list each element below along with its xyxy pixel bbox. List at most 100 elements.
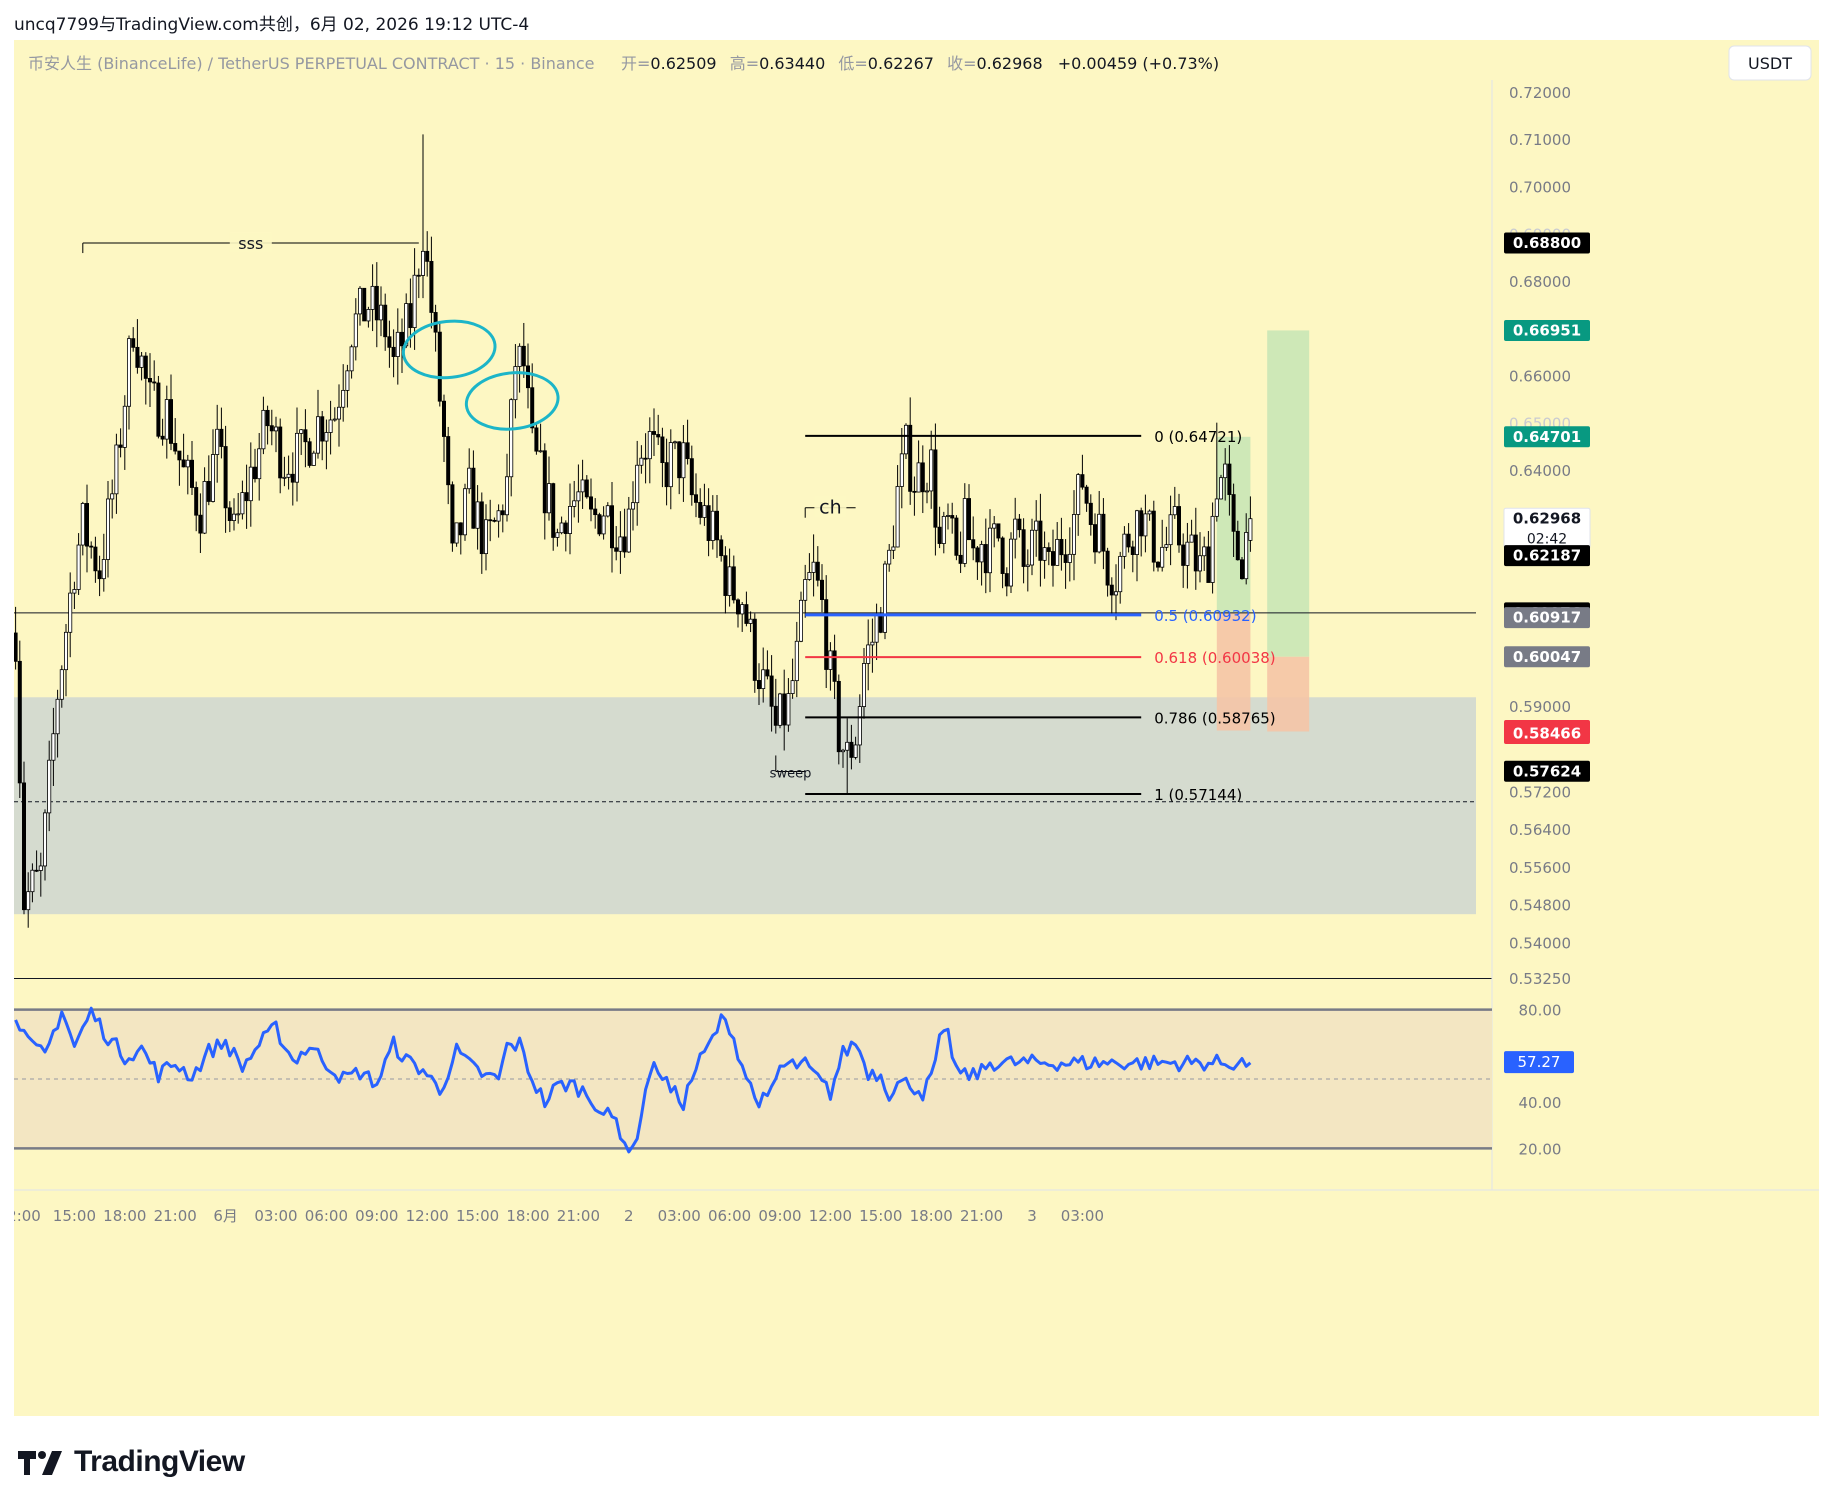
price-tag-label: 0.66951 [1513, 321, 1581, 339]
candle-body [1160, 546, 1165, 568]
price-tick-label: 0.56400 [1509, 821, 1571, 839]
candle-body [643, 457, 648, 460]
candle-body [698, 502, 703, 518]
time-tick-label: 03:00 [1061, 1207, 1104, 1225]
candle-body [1105, 550, 1110, 586]
candle-body [916, 462, 921, 493]
candle-body [1063, 554, 1068, 563]
candle-body [425, 250, 430, 262]
candle-body [929, 449, 934, 492]
candle-body [878, 614, 883, 633]
candle-body [778, 693, 783, 726]
price-axis: 0.72000 0.71000 0.70000 0.68000 0.66000 0.640… [1509, 84, 1571, 988]
price-tags: 0.68800 0.66951 0.64701 0.62968 02:420.62187… [1503, 232, 1591, 782]
candle-body [139, 355, 144, 368]
candle-body [853, 744, 858, 758]
price-tag-bg [1504, 319, 1590, 341]
candle-body [345, 370, 350, 391]
candle-body [210, 454, 215, 502]
candle-body [257, 448, 262, 480]
time-axis: 2:00 15:00 18:00 21:00 6月 03:00 06:00 09:00 12:0… [14, 1189, 1819, 1225]
candle-body [857, 706, 862, 746]
currency-button[interactable]: USDT [1728, 45, 1812, 81]
candle-body [59, 669, 64, 700]
candle-body [1151, 510, 1156, 563]
candle-body [227, 507, 232, 521]
candle-body [954, 517, 959, 556]
candle-body [341, 389, 346, 408]
candle-body [467, 467, 472, 490]
candle-body [1223, 463, 1228, 479]
candle-body [93, 546, 98, 572]
candle-body [1147, 510, 1152, 515]
candle-body [1114, 591, 1119, 596]
candle-body [1080, 474, 1085, 488]
candle-body [14, 632, 18, 662]
time-tick-label: 18:00 [103, 1207, 146, 1225]
candle-body [479, 501, 484, 555]
time-tick-label: 21:00 [154, 1207, 197, 1225]
candle-body [420, 250, 425, 276]
candle-body [89, 545, 94, 548]
candle-body [622, 536, 627, 553]
candle-body [492, 519, 497, 522]
candle-body [731, 566, 736, 601]
candle-body [198, 514, 203, 534]
rsi-value-tag [1504, 1051, 1574, 1074]
candle-body [706, 505, 711, 541]
time-tick-label: 18:00 [910, 1207, 953, 1225]
time-tick-label: 3 [1027, 1207, 1037, 1225]
candle-body [597, 514, 602, 535]
candle-body [668, 442, 673, 488]
candle-body [794, 640, 799, 682]
candle-body [404, 303, 409, 347]
fib-label-0: 0 (0.64721) [1154, 428, 1242, 446]
price-tick-label: 0.54800 [1509, 897, 1571, 915]
candle-body [563, 522, 568, 534]
fib-label-0.5: 0.5 (0.60932) [1154, 607, 1256, 625]
candle-body [299, 429, 304, 434]
candle-body [891, 546, 896, 551]
chart-frame[interactable]: sss ch sweep 0 (0.64721) 0.5 (0.60932) 0.618… [14, 40, 1819, 1416]
candle-body [710, 510, 715, 541]
candle-body [1193, 534, 1198, 572]
candle-body [685, 442, 690, 460]
candle-body [185, 459, 190, 468]
symbol-name[interactable]: 币安人生 (BinanceLife) / TetherUS PERPETUAL … [28, 54, 594, 73]
candle-body [378, 304, 383, 321]
candle-body [118, 444, 123, 448]
candle-body [26, 891, 31, 911]
demand-zone [14, 697, 1476, 915]
candle-body [824, 599, 829, 670]
candle-body [488, 519, 493, 522]
candle-body [736, 599, 741, 615]
candle-body [504, 476, 509, 516]
candle-body [1198, 555, 1203, 572]
candle-body [786, 693, 791, 726]
candle-body [68, 592, 73, 633]
candle-body [941, 515, 946, 544]
candle-body [1004, 573, 1009, 587]
time-tick-label: 06:00 [305, 1207, 348, 1225]
time-tick-label: 15:00 [53, 1207, 96, 1225]
candle-body [441, 400, 446, 437]
price-tag-label: 0.60047 [1513, 648, 1581, 666]
candle-body [328, 419, 333, 433]
candle-body [269, 425, 274, 432]
candle-body [584, 479, 589, 498]
candle-body [782, 693, 787, 726]
tradingview-brand[interactable]: TradingView [18, 1445, 245, 1479]
candle-body [1189, 534, 1194, 543]
long-position-stop-zone [1267, 656, 1310, 732]
candle-body [538, 450, 543, 453]
candle-body [874, 614, 879, 643]
candle-body [416, 274, 421, 277]
candle-body [551, 483, 556, 538]
candle-body [320, 416, 325, 442]
chart-canvas[interactable]: sss ch sweep 0 (0.64721) 0.5 (0.60932) 0.618… [14, 40, 1819, 1416]
candle-body [1172, 506, 1177, 516]
candle-body [248, 466, 253, 502]
price-tag-label: 0.68800 [1513, 234, 1581, 252]
candle-body [807, 572, 812, 580]
candle-body [408, 303, 413, 328]
